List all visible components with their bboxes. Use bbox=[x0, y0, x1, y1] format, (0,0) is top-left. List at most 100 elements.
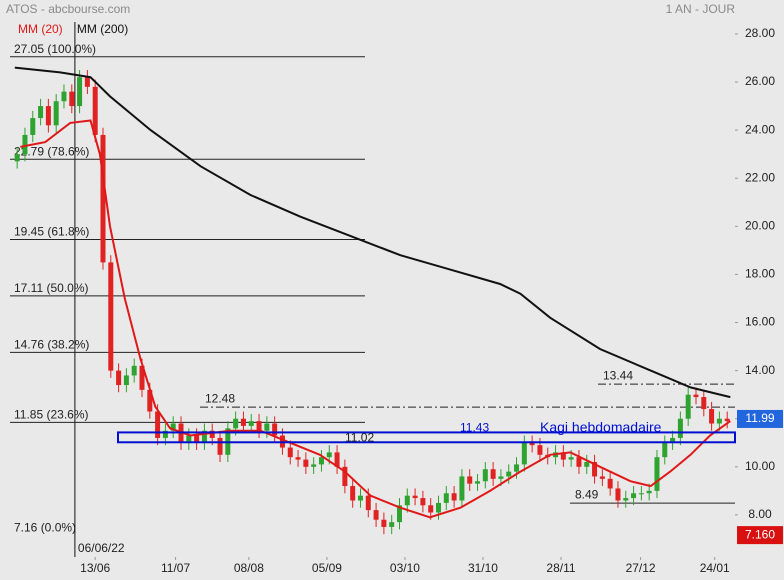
candle-body bbox=[14, 154, 20, 162]
candle-body bbox=[662, 442, 668, 458]
candle-body bbox=[599, 476, 605, 479]
candle-body bbox=[506, 471, 512, 477]
fib-label: 22.79 (78.6%) bbox=[14, 144, 89, 158]
candle-body bbox=[365, 495, 371, 511]
candle-body bbox=[53, 101, 59, 126]
candle-body bbox=[311, 464, 317, 467]
y-tick-label: 26.00 bbox=[745, 74, 775, 88]
candle-body bbox=[186, 435, 192, 443]
candle-body bbox=[467, 476, 473, 484]
kagi-band bbox=[117, 431, 736, 444]
candle-body bbox=[342, 466, 348, 487]
candle-body bbox=[123, 375, 129, 386]
candle-body bbox=[701, 397, 707, 410]
candle-body bbox=[607, 478, 613, 489]
candle-body bbox=[420, 498, 426, 506]
candle-body bbox=[498, 476, 504, 479]
candle-body bbox=[716, 418, 722, 424]
fib-label: 19.45 (61.8%) bbox=[14, 225, 89, 239]
candle-body bbox=[131, 365, 137, 376]
candle-body bbox=[240, 418, 246, 426]
y-tick-label: 24.00 bbox=[745, 122, 775, 136]
date-marker-label: 06/06/22 bbox=[78, 541, 125, 555]
x-tick-label: 24/01 bbox=[700, 561, 730, 575]
candle-body bbox=[303, 459, 309, 467]
annotation-label: 8.49 bbox=[575, 487, 599, 501]
candle-body bbox=[30, 118, 36, 135]
x-tick-label: 05/09 bbox=[312, 561, 342, 575]
candle-body bbox=[631, 493, 637, 499]
moving-average bbox=[14, 66, 731, 399]
candle-body bbox=[77, 77, 83, 107]
x-tick-label: 03/10 bbox=[390, 561, 420, 575]
candle-body bbox=[100, 134, 106, 263]
candle-body bbox=[529, 442, 535, 446]
candle-body bbox=[217, 437, 223, 455]
candle-body bbox=[357, 495, 363, 501]
candle-body bbox=[615, 488, 621, 501]
candle-body bbox=[318, 457, 324, 465]
fib-label: 7.16 (0.0%) bbox=[14, 520, 76, 534]
fib-label: 27.05 (100.0%) bbox=[14, 42, 96, 56]
candle-body bbox=[584, 462, 590, 467]
candle-body bbox=[623, 498, 629, 501]
kagi-high-label: 11.43 bbox=[460, 421, 489, 435]
candle-body bbox=[381, 519, 387, 527]
candle-body bbox=[108, 262, 114, 371]
chart-subtitle: 1 AN - JOUR bbox=[666, 2, 736, 16]
candle-body bbox=[162, 430, 168, 438]
fib-label: 17.11 (50.0%) bbox=[14, 281, 89, 295]
candle-body bbox=[61, 91, 67, 102]
candle-body bbox=[537, 445, 543, 455]
candle-body bbox=[147, 389, 153, 412]
candle-body bbox=[646, 490, 652, 494]
candle-body bbox=[576, 457, 582, 467]
y-tick-label: 20.00 bbox=[745, 218, 775, 232]
moving-average bbox=[20, 119, 731, 519]
candle-body bbox=[334, 452, 340, 467]
candle-body bbox=[264, 423, 270, 431]
candle-body bbox=[670, 437, 676, 443]
candle-body bbox=[654, 457, 660, 491]
candle-body bbox=[592, 462, 598, 477]
legend-entry: MM (20) bbox=[18, 22, 63, 36]
candle-body bbox=[443, 493, 449, 503]
fib-label: 14.76 (38.2%) bbox=[14, 338, 89, 352]
y-tick-label: 10.00 bbox=[745, 459, 775, 473]
candle-body bbox=[568, 457, 574, 460]
chart-title: ATOS - abcbourse.com bbox=[6, 2, 130, 16]
candle-body bbox=[170, 423, 176, 431]
candle-body bbox=[560, 452, 566, 460]
kagi-low-label: 11.02 bbox=[345, 431, 374, 445]
price-tag-label: 7.160 bbox=[745, 527, 775, 541]
candle-body bbox=[436, 502, 442, 513]
x-tick-label: 27/12 bbox=[626, 561, 656, 575]
candle-body bbox=[482, 469, 488, 482]
candle-body bbox=[412, 495, 418, 499]
price-tag bbox=[737, 526, 783, 545]
candle-body bbox=[45, 106, 51, 126]
y-tick-label: 8.00 bbox=[748, 507, 772, 521]
candle-body bbox=[139, 365, 145, 390]
candle-body bbox=[92, 86, 98, 135]
annotation-label: 12.48 bbox=[205, 391, 235, 405]
candle-body bbox=[116, 370, 122, 386]
x-tick-label: 13/06 bbox=[80, 561, 110, 575]
candle-body bbox=[389, 522, 395, 527]
candle-body bbox=[451, 493, 457, 501]
x-tick-label: 31/10 bbox=[468, 561, 498, 575]
candle-body bbox=[638, 493, 644, 495]
candle-body bbox=[475, 481, 481, 484]
candle-body bbox=[404, 495, 410, 506]
candle-body bbox=[295, 457, 301, 460]
candle-body bbox=[685, 394, 691, 419]
candle-body bbox=[459, 476, 465, 501]
candle-body bbox=[209, 430, 215, 438]
annotation-label: 13.44 bbox=[603, 368, 633, 382]
candle-body bbox=[514, 464, 520, 472]
candle-body bbox=[396, 505, 402, 523]
legend-entry: MM (200) bbox=[77, 22, 128, 36]
candle-body bbox=[248, 421, 254, 426]
